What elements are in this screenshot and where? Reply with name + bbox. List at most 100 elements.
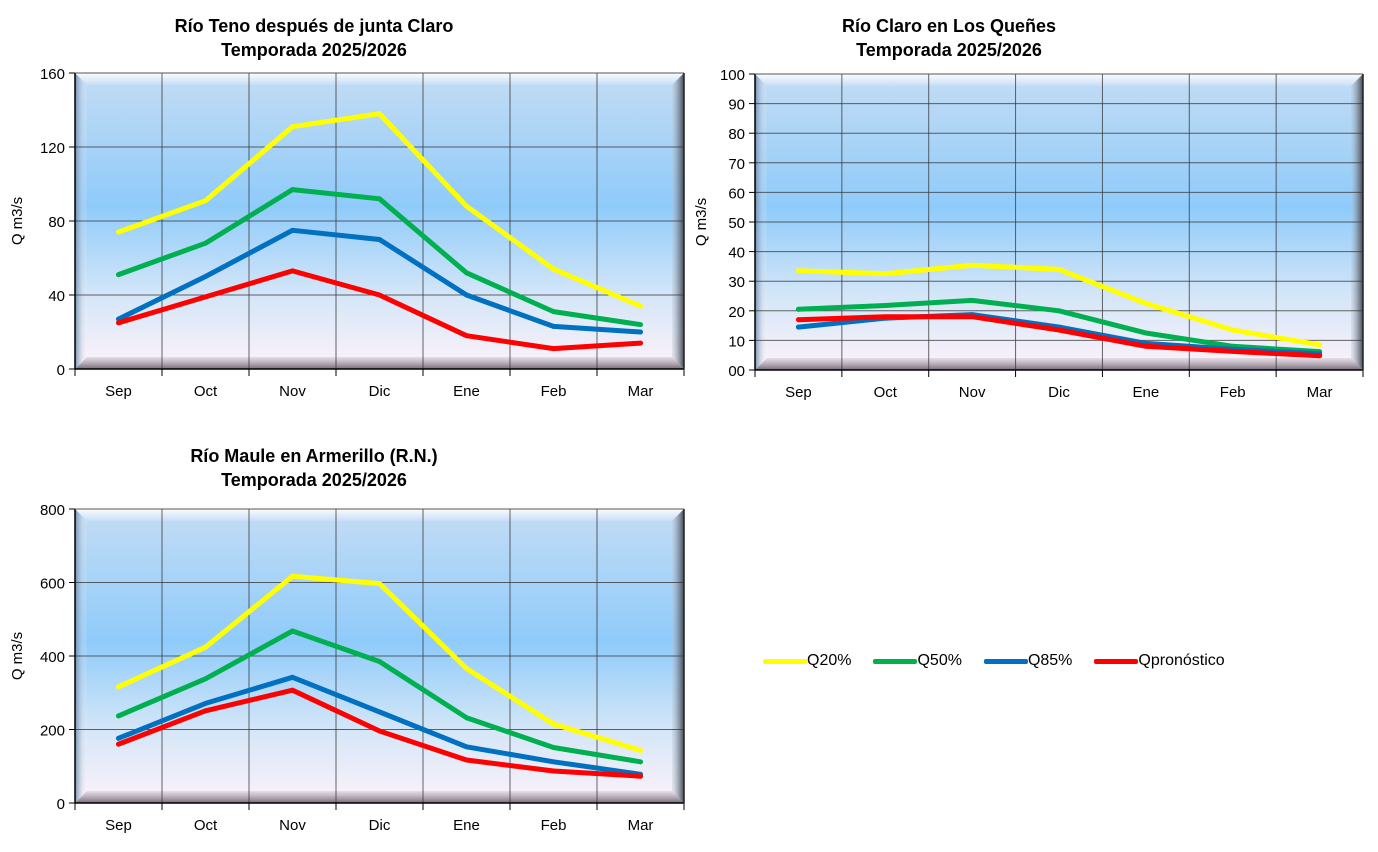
data-point xyxy=(203,676,208,682)
chart-rio-teno: Río Teno después de junta Claro Temporad… xyxy=(9,16,685,400)
data-point xyxy=(203,644,208,650)
chart-title: Río Teno después de junta Claro xyxy=(175,16,454,36)
data-point xyxy=(116,229,121,235)
data-point xyxy=(116,272,121,278)
data-point xyxy=(203,274,208,279)
data-point xyxy=(882,303,888,308)
data-point xyxy=(638,759,643,765)
legend-item-qpronostico: Qpronóstico xyxy=(1094,652,1225,670)
data-point xyxy=(377,728,382,734)
data-point xyxy=(377,581,382,587)
chart-rio-maule: Río Maule en Armerillo (R.N.) Temporada … xyxy=(9,446,685,834)
x-tick-label: Feb xyxy=(541,383,567,400)
y-tick-label: 60 xyxy=(728,185,745,202)
data-point xyxy=(116,713,121,719)
data-point xyxy=(969,314,975,320)
data-point xyxy=(796,268,801,274)
x-tick-label: Sep xyxy=(785,384,812,401)
data-point xyxy=(551,346,556,352)
data-point xyxy=(882,271,888,277)
data-point xyxy=(203,240,208,246)
y-tick-label: 0 xyxy=(57,796,65,813)
data-point xyxy=(551,324,556,329)
x-tick-label: Nov xyxy=(279,383,306,400)
data-point xyxy=(377,292,382,298)
data-point xyxy=(464,715,469,721)
data-point xyxy=(464,666,469,671)
data-point xyxy=(1056,327,1062,333)
y-tick-label: 120 xyxy=(40,140,65,157)
data-point xyxy=(551,266,556,272)
x-tick-label: Oct xyxy=(194,817,218,834)
plot-bevel xyxy=(755,74,1363,86)
chart-rio-claro: Río Claro en Los Queñes Temporada 2025/2… xyxy=(693,16,1364,401)
plot-bevel xyxy=(75,73,684,85)
data-point xyxy=(464,292,469,298)
data-point xyxy=(1143,301,1149,306)
y-tick-label: 50 xyxy=(728,215,745,232)
x-tick-label: Dic xyxy=(369,817,391,834)
data-point xyxy=(290,227,295,233)
y-axis-label: Q m3/s xyxy=(9,197,26,245)
data-point xyxy=(638,773,643,779)
data-point xyxy=(203,708,208,714)
x-tick-label: Ene xyxy=(1133,384,1160,401)
data-point xyxy=(1056,266,1062,272)
y-tick-label: 0 xyxy=(57,362,65,379)
data-point xyxy=(1230,327,1236,333)
x-tick-label: Feb xyxy=(1220,384,1246,401)
data-point xyxy=(551,745,556,750)
legend-label: Q85% xyxy=(1027,652,1073,669)
data-point xyxy=(290,674,295,680)
plot-bevel xyxy=(75,509,684,521)
data-point xyxy=(1317,353,1322,359)
data-point xyxy=(377,659,382,664)
data-point xyxy=(882,314,888,320)
legend-item-q50: Q50% xyxy=(873,652,962,670)
legend-label: Q20% xyxy=(807,652,852,669)
data-point xyxy=(116,684,121,690)
x-tick-label: Dic xyxy=(1048,384,1070,401)
data-point xyxy=(464,757,469,763)
data-point xyxy=(796,306,801,312)
y-tick-label: 20 xyxy=(728,304,745,321)
data-point xyxy=(464,270,469,276)
data-point xyxy=(551,768,556,774)
data-point xyxy=(464,203,469,209)
legend-swatch xyxy=(1094,658,1139,664)
data-point xyxy=(377,709,382,715)
data-point xyxy=(551,721,556,727)
chart-title: Río Claro en Los Queñes xyxy=(842,16,1056,36)
y-tick-label: 400 xyxy=(40,649,65,666)
chart-title: Río Maule en Armerillo (R.N.) xyxy=(190,446,437,466)
data-point xyxy=(969,262,975,268)
legend-swatch xyxy=(763,658,807,664)
x-tick-label: Oct xyxy=(874,384,898,401)
data-point xyxy=(116,741,121,747)
data-point xyxy=(796,317,801,323)
x-tick-label: Ene xyxy=(453,383,480,400)
plot-bevel xyxy=(75,357,684,369)
data-point xyxy=(377,237,382,242)
data-point xyxy=(290,124,295,130)
data-point xyxy=(638,340,643,346)
x-tick-label: Nov xyxy=(959,384,986,401)
plot-bevel xyxy=(755,358,1363,370)
data-point xyxy=(638,303,643,309)
x-tick-label: Nov xyxy=(279,817,306,834)
y-tick-label: 80 xyxy=(728,126,745,143)
data-point xyxy=(969,298,975,303)
legend-label: Q50% xyxy=(917,652,962,669)
data-point xyxy=(203,294,208,300)
legend-item-q20: Q20% xyxy=(763,652,851,670)
data-point xyxy=(1056,308,1062,314)
data-point xyxy=(1230,348,1236,354)
y-tick-label: 10 xyxy=(728,333,745,350)
data-point xyxy=(638,322,643,327)
data-point xyxy=(116,320,121,326)
legend-swatch xyxy=(983,658,1028,664)
y-tick-label: 800 xyxy=(40,502,65,519)
legend-item-q85: Q85% xyxy=(983,652,1073,670)
data-point xyxy=(290,187,295,192)
data-point xyxy=(377,111,382,117)
